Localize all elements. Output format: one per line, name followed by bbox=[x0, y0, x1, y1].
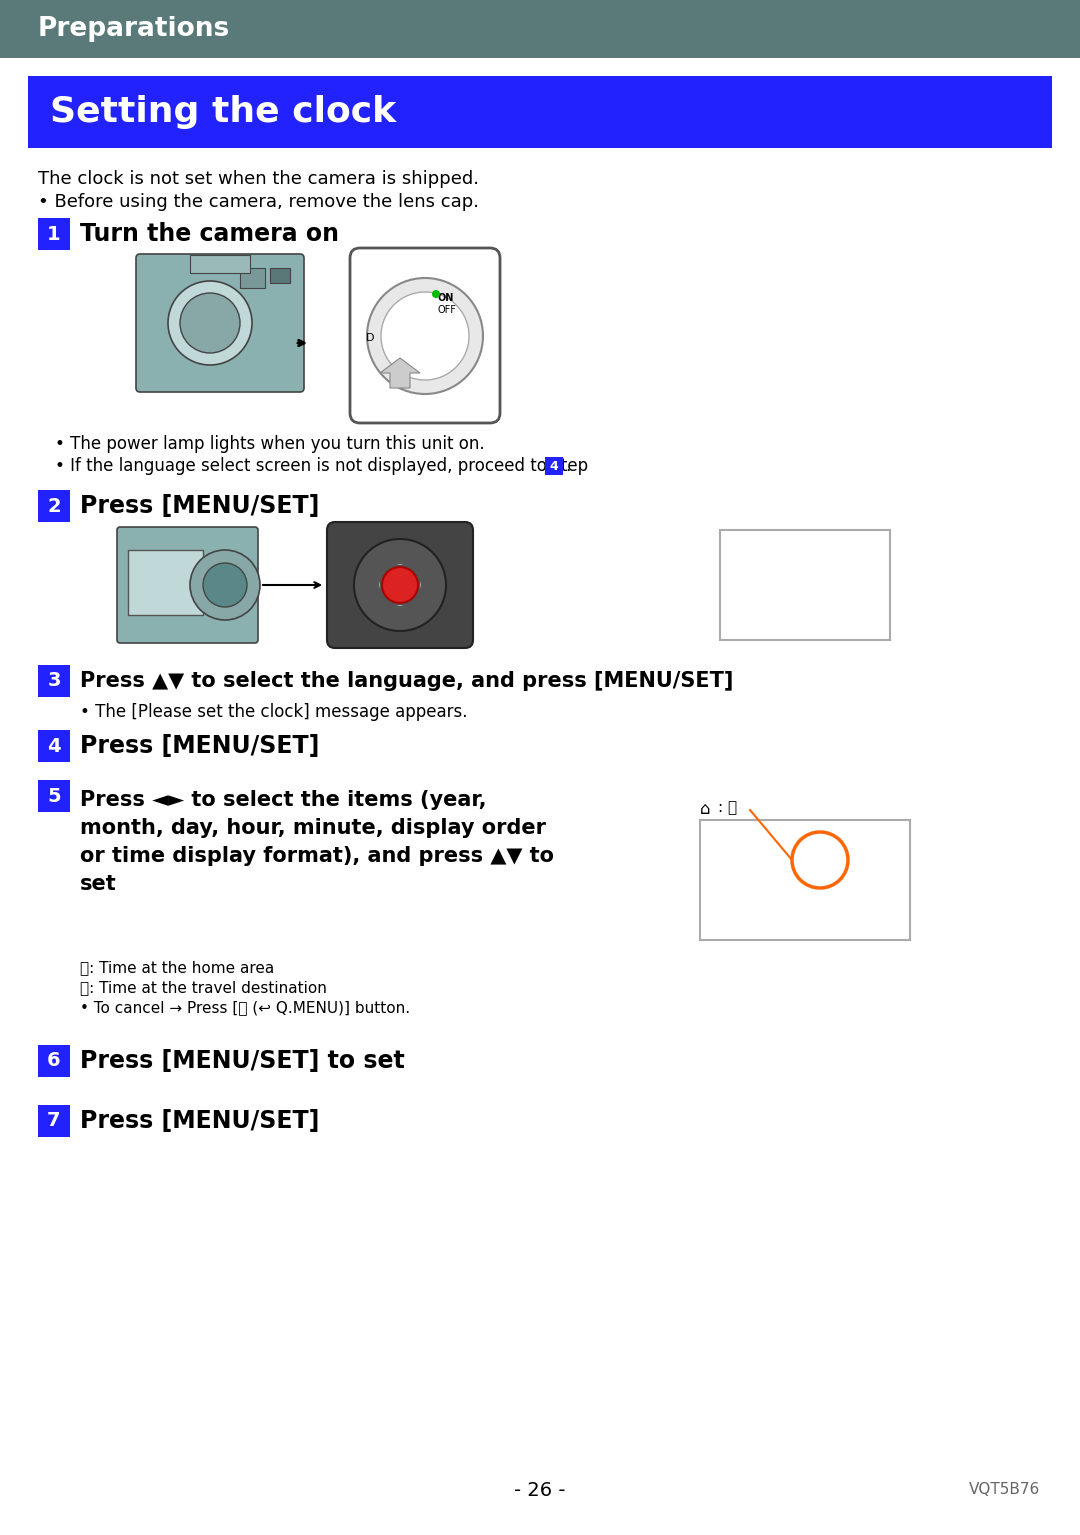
Text: D: D bbox=[366, 333, 375, 342]
Text: Press [MENU/SET]: Press [MENU/SET] bbox=[80, 1108, 320, 1133]
Bar bbox=[240, 269, 265, 289]
FancyBboxPatch shape bbox=[350, 249, 500, 424]
Text: • If the language select screen is not displayed, proceed to step: • If the language select screen is not d… bbox=[55, 457, 593, 474]
Text: Press [MENU/SET]: Press [MENU/SET] bbox=[80, 494, 320, 517]
Text: - 26 -: - 26 - bbox=[514, 1480, 566, 1500]
Text: ⓐ: Time at the home area: ⓐ: Time at the home area bbox=[80, 959, 274, 975]
Text: 5: 5 bbox=[48, 786, 60, 806]
Text: 1: 1 bbox=[48, 224, 60, 244]
FancyBboxPatch shape bbox=[117, 527, 258, 643]
Bar bbox=[38, 1045, 70, 1078]
Text: • The power lamp lights when you turn this unit on.: • The power lamp lights when you turn th… bbox=[55, 434, 485, 453]
Polygon shape bbox=[380, 358, 420, 388]
Text: ✈: ✈ bbox=[700, 823, 714, 840]
Circle shape bbox=[382, 566, 418, 603]
Bar bbox=[190, 255, 249, 273]
Bar bbox=[38, 218, 70, 250]
Text: • The [Please set the clock] message appears.: • The [Please set the clock] message app… bbox=[80, 703, 468, 721]
Circle shape bbox=[203, 563, 247, 606]
Text: 7: 7 bbox=[48, 1111, 60, 1130]
Text: .: . bbox=[565, 457, 570, 474]
Text: ⓑ: Time at the travel destination: ⓑ: Time at the travel destination bbox=[80, 979, 327, 995]
Text: 2: 2 bbox=[48, 496, 60, 516]
FancyBboxPatch shape bbox=[136, 253, 303, 391]
Text: Press [MENU/SET]: Press [MENU/SET] bbox=[80, 734, 320, 758]
Text: Turn the camera on: Turn the camera on bbox=[80, 223, 339, 246]
Text: Press ▲▼ to select the language, and press [MENU/SET]: Press ▲▼ to select the language, and pre… bbox=[80, 671, 733, 691]
Text: ON: ON bbox=[438, 293, 455, 302]
Text: Setting the clock: Setting the clock bbox=[50, 95, 396, 129]
Bar bbox=[38, 665, 70, 697]
Bar bbox=[38, 780, 70, 812]
Bar bbox=[700, 820, 910, 939]
Bar bbox=[38, 1105, 70, 1137]
Bar bbox=[720, 530, 890, 640]
Text: 3: 3 bbox=[48, 671, 60, 691]
Bar bbox=[38, 490, 70, 522]
Text: : ⓐ: : ⓐ bbox=[718, 800, 738, 815]
Text: • Before using the camera, remove the lens cap.: • Before using the camera, remove the le… bbox=[38, 193, 480, 210]
Text: The clock is not set when the camera is shipped.: The clock is not set when the camera is … bbox=[38, 170, 480, 187]
Text: Press [MENU/SET] to set: Press [MENU/SET] to set bbox=[80, 1048, 405, 1073]
Text: : ⓑ: : ⓑ bbox=[718, 823, 738, 837]
Circle shape bbox=[381, 292, 469, 381]
FancyBboxPatch shape bbox=[327, 522, 473, 648]
Text: • To cancel → Press [ⓜ (↩ Q.MENU)] button.: • To cancel → Press [ⓜ (↩ Q.MENU)] butto… bbox=[80, 999, 410, 1015]
Circle shape bbox=[367, 278, 483, 394]
Circle shape bbox=[190, 550, 260, 620]
Text: Press ◄► to select the items (year,
month, day, hour, minute, display order
or t: Press ◄► to select the items (year, mont… bbox=[80, 791, 554, 893]
Text: OFF: OFF bbox=[438, 305, 457, 315]
Bar bbox=[545, 457, 563, 474]
Text: VQT5B76: VQT5B76 bbox=[969, 1483, 1040, 1498]
Text: 4: 4 bbox=[550, 459, 558, 473]
Circle shape bbox=[432, 290, 440, 298]
Bar bbox=[38, 731, 70, 761]
Text: 4: 4 bbox=[48, 737, 60, 755]
Text: ⌂: ⌂ bbox=[700, 800, 711, 818]
Text: 6: 6 bbox=[48, 1051, 60, 1070]
Bar bbox=[28, 77, 1052, 147]
Text: Preparations: Preparations bbox=[38, 15, 230, 41]
Circle shape bbox=[354, 539, 446, 631]
Bar bbox=[129, 550, 203, 616]
Circle shape bbox=[168, 281, 252, 365]
Circle shape bbox=[180, 293, 240, 353]
Bar bbox=[270, 269, 291, 282]
Bar bbox=[0, 0, 1080, 58]
